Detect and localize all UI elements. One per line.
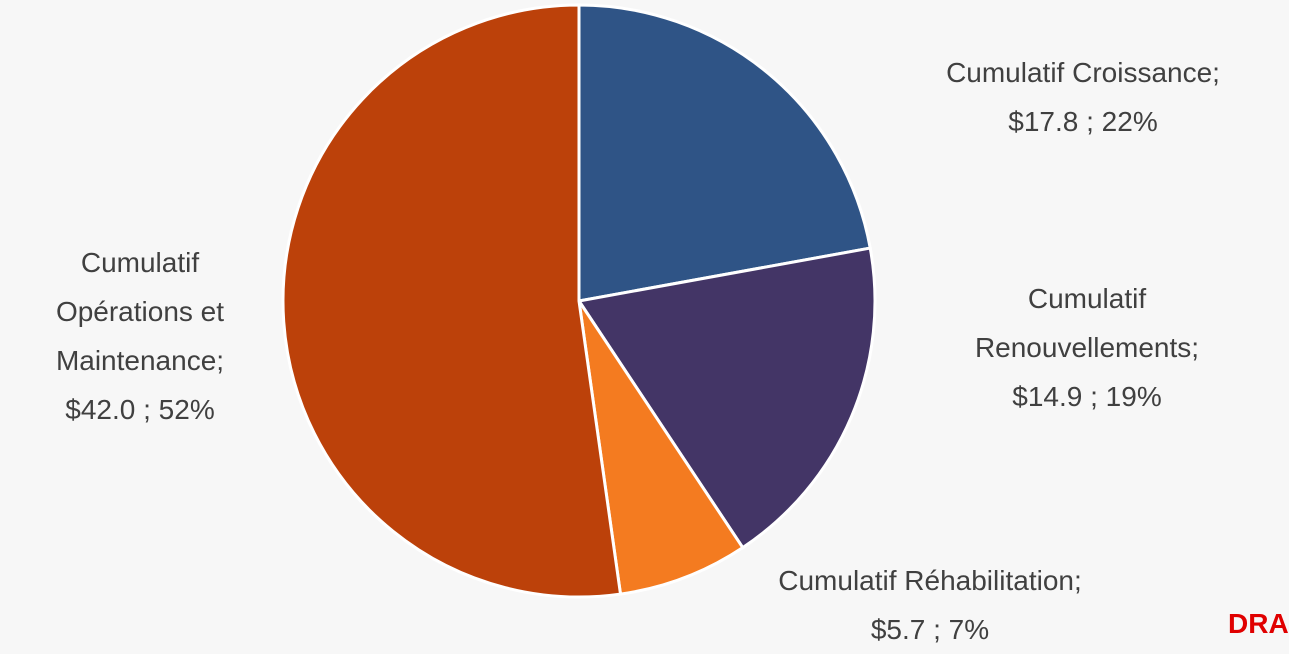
draft-watermark: DRA: [1228, 608, 1289, 639]
category-label: Cumulatif Réhabilitation;: [778, 565, 1082, 596]
value-label: $17.8 ; 22%: [1008, 106, 1158, 137]
category-label: Cumulatif Croissance;: [946, 57, 1220, 88]
data-label: Cumulatif Croissance; $17.8 ; 22%: [833, 48, 1289, 146]
pie-slice: [577, 3, 872, 303]
pie-slice: [281, 3, 623, 599]
category-label: Cumulatif Opérations et Maintenance;: [55, 247, 225, 376]
pie: [281, 3, 877, 599]
value-label: $42.0 ; 52%: [65, 394, 215, 425]
pie-slice: [577, 300, 745, 596]
pie-slice: [576, 246, 877, 550]
category-label: Cumulatif Renouvellements;: [974, 283, 1200, 363]
value-label: $14.9 ; 19%: [1012, 381, 1162, 412]
data-label: Cumulatif Opérations et Maintenance; $42.…: [15, 238, 265, 434]
data-label: Cumulatif Réhabilitation; $5.7 ; 7%: [680, 556, 1180, 654]
data-label: Cumulatif Renouvellements; $14.9 ; 19%: [922, 274, 1252, 421]
value-label: $5.7 ; 7%: [870, 614, 990, 645]
